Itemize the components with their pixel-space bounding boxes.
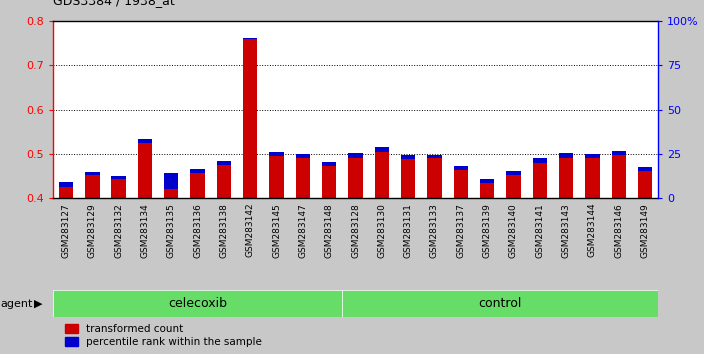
Text: GSM283139: GSM283139 (483, 203, 491, 258)
Bar (453, 166, 468, 170)
Bar (164, 189, 179, 198)
Bar (296, 159, 310, 198)
Text: GSM283134: GSM283134 (140, 203, 149, 257)
Bar (322, 162, 337, 166)
Text: celecoxib: celecoxib (168, 297, 227, 310)
Bar (138, 138, 152, 143)
Bar (453, 170, 468, 198)
Bar (348, 153, 363, 158)
Bar (612, 151, 626, 155)
Bar (164, 173, 179, 189)
Bar (342, 290, 672, 317)
Text: GSM283146: GSM283146 (615, 203, 623, 257)
Text: GSM283142: GSM283142 (246, 203, 255, 257)
Text: GSM283135: GSM283135 (167, 203, 176, 258)
Bar (58, 182, 73, 187)
Bar (322, 166, 337, 198)
Bar (111, 179, 126, 198)
Bar (427, 159, 441, 198)
Bar (401, 155, 415, 159)
Text: control: control (479, 297, 522, 310)
Bar (190, 173, 205, 198)
Text: GSM283128: GSM283128 (351, 203, 360, 257)
Bar (612, 155, 626, 198)
Bar (243, 39, 258, 198)
Bar (53, 290, 342, 317)
Bar (348, 158, 363, 198)
Text: GSM283137: GSM283137 (456, 203, 465, 258)
Bar (585, 159, 600, 198)
Bar (401, 159, 415, 198)
Text: GSM283148: GSM283148 (325, 203, 334, 257)
Bar (58, 187, 73, 198)
Text: GSM283136: GSM283136 (193, 203, 202, 258)
Text: GSM283143: GSM283143 (562, 203, 571, 257)
Bar (480, 179, 494, 183)
Bar (190, 169, 205, 173)
Bar (85, 175, 99, 198)
Text: ▶: ▶ (34, 298, 42, 309)
Text: GSM283144: GSM283144 (588, 203, 597, 257)
Bar (375, 147, 389, 152)
Bar (217, 165, 231, 198)
Text: GDS3384 / 1938_at: GDS3384 / 1938_at (53, 0, 175, 7)
Text: GSM283141: GSM283141 (535, 203, 544, 257)
Text: GSM283149: GSM283149 (641, 203, 650, 257)
Bar (638, 167, 653, 171)
Bar (480, 183, 494, 198)
Bar (427, 155, 441, 159)
Text: GSM283133: GSM283133 (430, 203, 439, 258)
Bar (375, 152, 389, 198)
Text: GSM283138: GSM283138 (220, 203, 228, 258)
Text: GSM283140: GSM283140 (509, 203, 518, 257)
Bar (585, 154, 600, 159)
Legend: transformed count, percentile rank within the sample: transformed count, percentile rank withi… (65, 324, 262, 347)
Text: GSM283132: GSM283132 (114, 203, 123, 257)
Bar (532, 163, 547, 198)
Bar (532, 159, 547, 163)
Bar (217, 161, 231, 165)
Text: GSM283130: GSM283130 (377, 203, 386, 258)
Bar (296, 154, 310, 159)
Text: agent: agent (1, 298, 33, 309)
Text: GSM283147: GSM283147 (298, 203, 308, 257)
Bar (243, 38, 258, 39)
Text: GSM283145: GSM283145 (272, 203, 281, 257)
Bar (506, 175, 521, 198)
Bar (138, 143, 152, 198)
Bar (111, 176, 126, 179)
Text: GSM283127: GSM283127 (61, 203, 70, 257)
Bar (559, 153, 573, 158)
Text: GSM283129: GSM283129 (88, 203, 96, 257)
Bar (270, 156, 284, 198)
Bar (638, 171, 653, 198)
Bar (559, 158, 573, 198)
Bar (270, 152, 284, 156)
Bar (85, 172, 99, 175)
Text: GSM283131: GSM283131 (403, 203, 413, 258)
Bar (506, 171, 521, 175)
